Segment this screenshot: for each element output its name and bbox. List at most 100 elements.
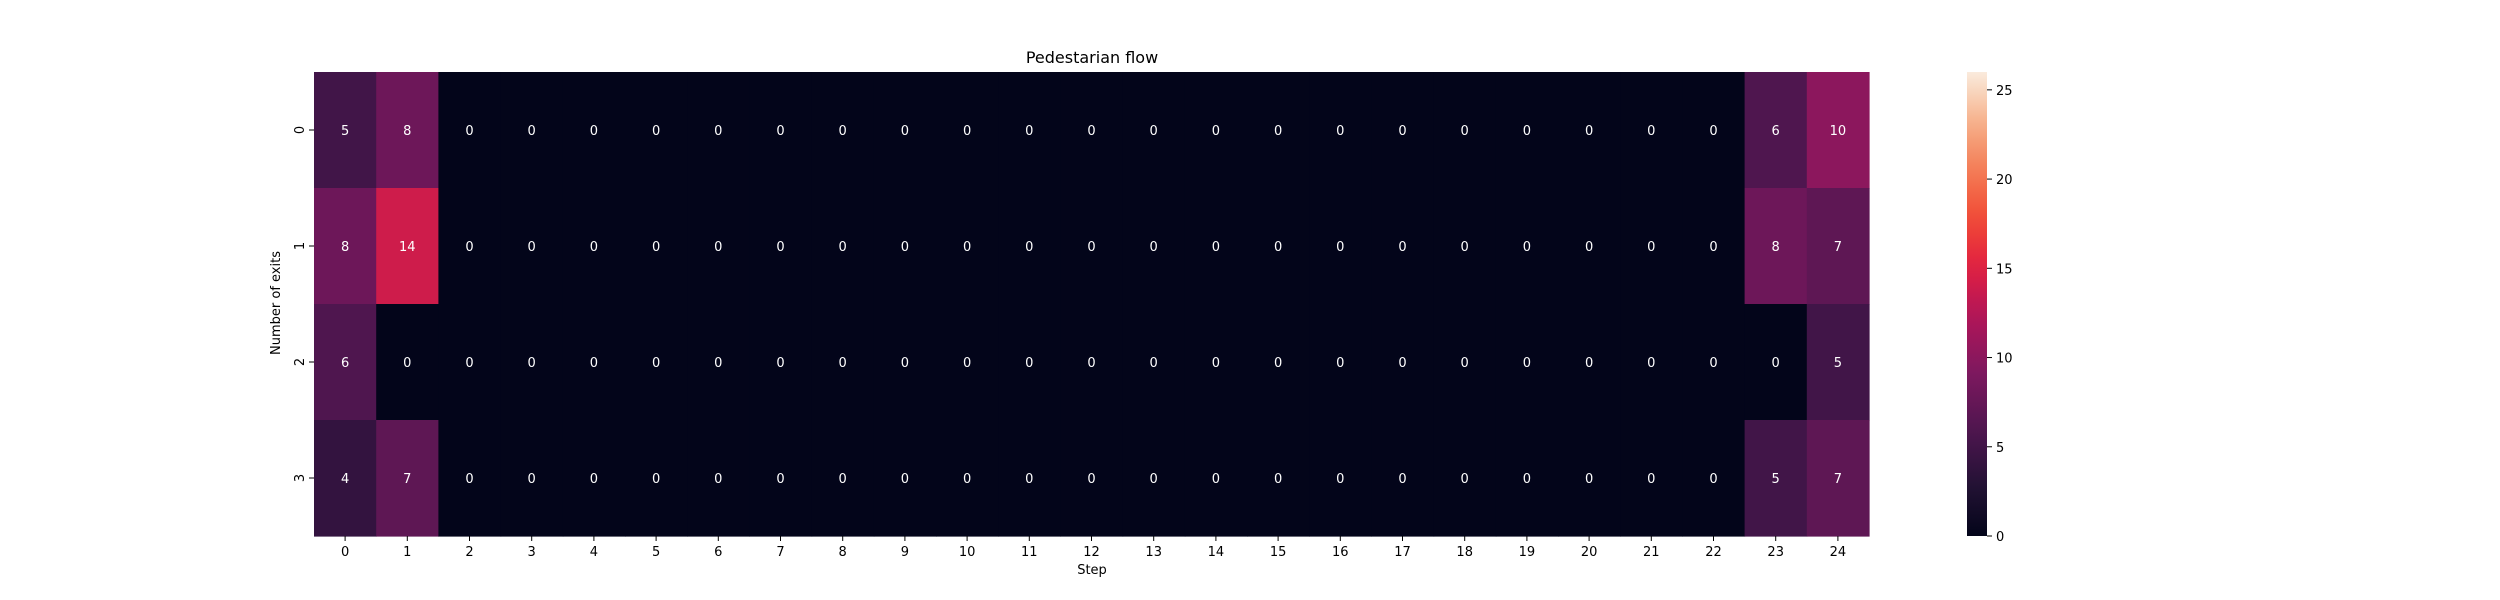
heatmap-cell xyxy=(1558,304,1621,421)
heatmap-cell-label: 0 xyxy=(465,240,473,255)
heatmap-cell xyxy=(1558,72,1621,189)
heatmap-cell-label: 0 xyxy=(590,472,598,487)
heatmap-cell-label: 0 xyxy=(1647,240,1655,255)
heatmap-cell-label: 0 xyxy=(465,356,473,371)
heatmap-cell-label: 0 xyxy=(1461,356,1469,371)
heatmap-cell xyxy=(625,188,688,305)
heatmap-cell xyxy=(1806,188,1870,305)
heatmap-cell xyxy=(1495,304,1559,421)
heatmap-cell xyxy=(1744,72,1808,189)
heatmap-cell xyxy=(562,304,626,421)
x-axis-label: Step xyxy=(1077,563,1107,578)
heatmap-cell-label: 0 xyxy=(528,356,536,371)
x-tick-label: 19 xyxy=(1519,545,1536,560)
heatmap-cell xyxy=(687,420,750,537)
heatmap-cell-label: 0 xyxy=(1398,124,1406,139)
heatmap-cell xyxy=(1682,420,1746,537)
heatmap-cell xyxy=(438,188,502,305)
heatmap-cells xyxy=(314,72,1870,537)
y-tick-label: 0 xyxy=(293,126,308,134)
heatmap-cell xyxy=(1060,420,1124,537)
x-tick-label: 5 xyxy=(652,545,660,560)
x-tick-label: 12 xyxy=(1083,545,1100,560)
heatmap-cell xyxy=(1247,188,1310,305)
x-tick-label: 14 xyxy=(1208,545,1225,560)
heatmap-cell-label: 0 xyxy=(1398,240,1406,255)
heatmap-cell xyxy=(314,188,377,305)
x-tick-label: 9 xyxy=(901,545,909,560)
y-tick-label: 3 xyxy=(293,474,308,482)
heatmap-cell xyxy=(1060,72,1124,189)
heatmap-cell xyxy=(1744,304,1808,421)
colorbar-tick-label: 25 xyxy=(1996,84,2013,99)
heatmap-cell xyxy=(936,304,999,421)
heatmap-cell-label: 0 xyxy=(1585,356,1593,371)
heatmap-cell xyxy=(1682,304,1746,421)
heatmap-cell-label: 0 xyxy=(1150,124,1158,139)
heatmap-cell-label: 0 xyxy=(714,472,722,487)
heatmap-cell-label: 0 xyxy=(1336,472,1344,487)
heatmap-cell xyxy=(998,72,1061,189)
heatmap-cell-label: 0 xyxy=(465,124,473,139)
x-tick-label: 23 xyxy=(1767,545,1784,560)
y-axis-ticks: 0 1 2 3 xyxy=(293,126,314,482)
heatmap-cell xyxy=(1433,420,1497,537)
heatmap-cell xyxy=(1309,72,1372,189)
heatmap-cell-label: 0 xyxy=(776,124,784,139)
heatmap-cell xyxy=(1744,420,1808,537)
heatmap-cell xyxy=(1309,304,1372,421)
heatmap-cell xyxy=(1620,304,1683,421)
heatmap-cell xyxy=(376,420,439,537)
heatmap-cell xyxy=(936,72,999,189)
heatmap-cell xyxy=(1184,188,1248,305)
heatmap-cell xyxy=(1806,420,1870,537)
heatmap-cell-label: 0 xyxy=(1336,124,1344,139)
y-tick-label: 2 xyxy=(293,358,308,366)
heatmap-cell xyxy=(1247,304,1310,421)
heatmap-cell-label: 0 xyxy=(1336,356,1344,371)
heatmap-cell-label: 0 xyxy=(1087,240,1095,255)
x-tick-label: 13 xyxy=(1145,545,1162,560)
heatmap-cell-label: 5 xyxy=(1772,472,1780,487)
heatmap-cell-label: 0 xyxy=(1585,472,1593,487)
x-tick-label: 24 xyxy=(1830,545,1847,560)
heatmap-cell-label: 7 xyxy=(1834,472,1842,487)
colorbar-tick-label: 10 xyxy=(1996,352,2013,367)
heatmap-cell xyxy=(811,72,875,189)
heatmap-cell-label: 8 xyxy=(403,124,411,139)
heatmap-cell-label: 0 xyxy=(1461,124,1469,139)
heatmap-cell xyxy=(1122,188,1186,305)
heatmap-cell xyxy=(1806,72,1870,189)
heatmap-cell xyxy=(562,420,626,537)
heatmap-cell-label: 0 xyxy=(1087,356,1095,371)
heatmap-cell-label: 6 xyxy=(341,356,349,371)
heatmap-cell-label: 0 xyxy=(1025,124,1033,139)
heatmap-cell xyxy=(873,72,937,189)
x-tick-label: 3 xyxy=(528,545,536,560)
heatmap-cell xyxy=(998,304,1061,421)
heatmap-cell-label: 0 xyxy=(1709,356,1717,371)
heatmap-cell xyxy=(1184,304,1248,421)
heatmap-cell xyxy=(1371,72,1435,189)
heatmap-cell xyxy=(1806,304,1870,421)
heatmap-cell xyxy=(1371,304,1435,421)
heatmap-cell-label: 0 xyxy=(714,240,722,255)
heatmap-cell-label: 5 xyxy=(1834,356,1842,371)
heatmap-cell xyxy=(1122,420,1186,537)
heatmap-cell-label: 0 xyxy=(403,356,411,371)
heatmap-cell-label: 0 xyxy=(1461,472,1469,487)
heatmap-cell xyxy=(1433,72,1497,189)
heatmap-cell xyxy=(1247,420,1310,537)
heatmap-cell xyxy=(687,72,750,189)
x-tick-label: 1 xyxy=(403,545,411,560)
heatmap-cell-label: 0 xyxy=(714,356,722,371)
heatmap-cell xyxy=(1620,420,1683,537)
heatmap-cell xyxy=(749,188,813,305)
heatmap-cell-label: 4 xyxy=(341,472,349,487)
heatmap-cell-label: 0 xyxy=(652,124,660,139)
colorbar-tick-label: 15 xyxy=(1996,262,2013,277)
heatmap-cell xyxy=(1620,72,1683,189)
heatmap-cell xyxy=(873,188,937,305)
